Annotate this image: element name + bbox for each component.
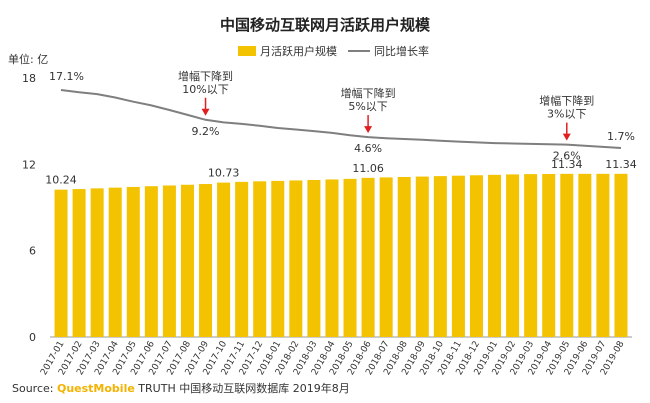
bar: [451, 175, 465, 337]
bar: [433, 176, 447, 337]
bar: [90, 188, 104, 337]
source-brand: QuestMobile: [56, 382, 135, 395]
x-axis-labels: 2017-012017-022017-032017-042017-052017-…: [39, 339, 627, 377]
annotation-line2: 10%以下: [182, 83, 228, 96]
y-tick-label: 12: [22, 158, 36, 171]
bar: [217, 182, 231, 337]
bar-value-label: 11.34: [551, 158, 583, 171]
source-prefix: Source:: [12, 382, 57, 395]
bar: [162, 185, 176, 337]
bar: [361, 177, 375, 337]
legend: 月活跃用户规模 同比增长率: [238, 44, 429, 58]
growth-value-label: 2.6%: [553, 150, 581, 163]
bar: [596, 173, 610, 337]
annotation-arrow-icon: [364, 126, 373, 134]
growth-value-labels: 17.1% 9.2% 4.6% 2.6% 1.7%: [49, 70, 635, 163]
chart-title: 中国移动互联网月活跃用户规模: [220, 16, 431, 34]
bar: [488, 174, 502, 337]
bar: [415, 176, 429, 337]
bar: [289, 180, 303, 337]
bar: [235, 181, 249, 337]
y-axis-unit-label: 单位: 亿: [8, 52, 48, 66]
bar: [325, 179, 339, 337]
growth-value-label: 17.1%: [49, 70, 84, 83]
bar-value-labels: 10.24 10.73 11.06 11.34 11.34: [45, 158, 636, 187]
bar: [72, 189, 86, 337]
bar: [271, 180, 285, 337]
bar: [144, 186, 158, 337]
bar: [542, 173, 556, 337]
bar: [506, 174, 520, 337]
bar-value-label: 10.24: [45, 174, 77, 187]
bar: [126, 186, 140, 337]
annotation-line1: 增幅下降到: [178, 69, 233, 83]
bar: [524, 174, 538, 337]
bar-value-label: 10.73: [208, 167, 240, 180]
growth-line: [60, 89, 622, 149]
bar: [397, 176, 411, 337]
y-tick-label: 0: [29, 331, 36, 344]
growth-value-label: 4.6%: [354, 142, 382, 155]
bar: [578, 173, 592, 337]
annotation-arrow-icon: [201, 108, 210, 116]
growth-value-label: 1.7%: [607, 130, 635, 143]
source-note: Source: QuestMobile TRUTH 中国移动互联网数据库 201…: [12, 380, 350, 396]
bar: [108, 187, 122, 337]
legend-bar-label: 月活跃用户规模: [260, 44, 337, 58]
bar: [54, 189, 68, 337]
y-axis-ticks: 0 6 12 18: [22, 72, 36, 344]
annotation-line1: 增幅下降到: [539, 94, 594, 108]
bars: [54, 173, 628, 337]
bar: [343, 178, 357, 337]
source-suffix: TRUTH 中国移动互联网数据库 2019年8月: [134, 382, 350, 395]
growth-line-series: [60, 89, 622, 149]
annotation-arrow-icon: [562, 133, 571, 141]
bar: [614, 173, 628, 337]
bar: [379, 177, 393, 337]
bar: [199, 184, 213, 337]
bar-value-label: 11.34: [605, 158, 637, 171]
annotation-line2: 5%以下: [348, 100, 387, 113]
bar: [469, 175, 483, 337]
annotation-line1: 增幅下降到: [341, 86, 396, 100]
legend-bar-swatch: [238, 46, 256, 56]
growth-value-label: 9.2%: [192, 125, 220, 138]
bar: [253, 181, 267, 337]
annotation-line2: 3%以下: [547, 108, 586, 121]
bar: [307, 180, 321, 337]
bar: [180, 184, 194, 337]
y-tick-label: 6: [29, 245, 36, 258]
bar: [560, 173, 574, 337]
legend-line-label: 同比增长率: [374, 44, 429, 58]
y-tick-label: 18: [22, 72, 36, 85]
bar-value-label: 11.06: [352, 162, 384, 175]
